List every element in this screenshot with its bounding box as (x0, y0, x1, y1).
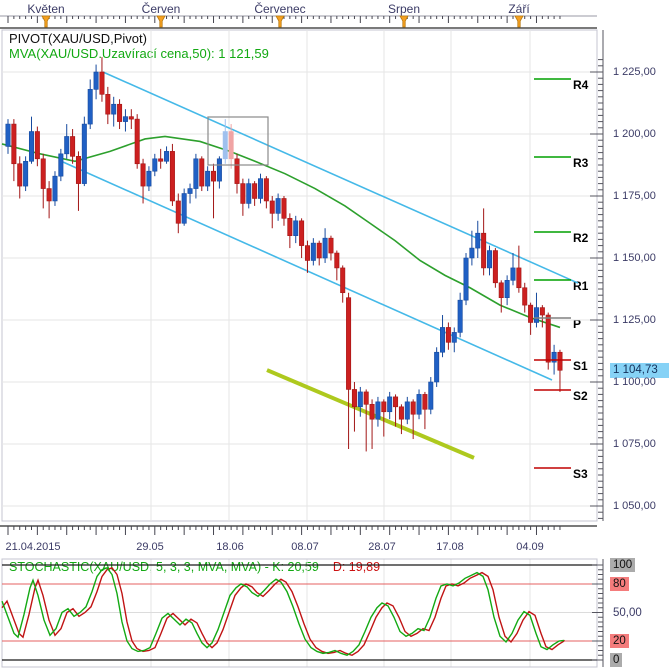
pivot-legend: PIVOT(XAU/USD,Pivot) (9, 31, 147, 46)
pivot-label-s1: S1 (573, 359, 588, 373)
month-label-červenec: Červenec (254, 2, 306, 16)
date-label: 18.06 (216, 541, 244, 553)
date-label: 08.07 (291, 541, 319, 553)
pivot-label-r1: R1 (573, 278, 589, 293)
month-label-srpen: Srpen (387, 2, 421, 16)
pivot-label-s2: S2 (573, 389, 588, 403)
stochastic-k-value: K: 20,59 (272, 560, 319, 574)
stochastic-legend-main: STOCHASTIC(XAU/USD, 5, 3, 3, MVA, MVA) -… (9, 560, 319, 574)
stoch-axis-label-0: 0 (610, 653, 623, 667)
pivot-label-r3: R3 (573, 155, 589, 170)
price-axis-label: 1 225,00 (613, 66, 656, 78)
stoch-axis-label-20: 20 (610, 634, 629, 648)
mva-legend: MVA(XAU/USD.Uzavírací cena,50): 1 121,59 (9, 46, 269, 61)
date-label: 28.07 (368, 541, 396, 553)
price-axis-label: 1 175,00 (613, 190, 656, 202)
stoch-axis-label-50-00: 50,00 (613, 606, 642, 619)
price-axis-label: 1 150,00 (613, 252, 656, 264)
price-axis-label: 1 200,00 (613, 128, 656, 140)
price-axis-label: 1 100,00 (613, 376, 656, 388)
date-label: 17.08 (436, 541, 464, 553)
stoch-axis-label-100: 100 (610, 558, 636, 572)
price-axis-label: 1 075,00 (613, 438, 656, 450)
pivot-label-s3: S3 (573, 467, 588, 481)
price-axis-label: 1 050,00 (613, 500, 656, 512)
price-axis-label: 1 125,00 (613, 314, 656, 326)
stochastic-d-value: D: 19,89 (332, 560, 381, 574)
date-label: 21.04.2015 (5, 541, 61, 553)
stoch-axis-label-80: 80 (610, 577, 629, 591)
pivot-label-p: P (573, 316, 582, 331)
month-label-květen: Květen (27, 2, 65, 16)
month-label-červen: Červen (141, 2, 181, 16)
current-price-tag: 1 104,73 (610, 363, 669, 378)
date-label: 29.05 (136, 541, 164, 553)
pivot-label-r4: R4 (573, 77, 589, 92)
stochastic-legend: STOCHASTIC(XAU/USD, 5, 3, 3, MVA, MVA) -… (9, 560, 380, 574)
date-label: 04.09 (516, 541, 544, 553)
pivot-label-r2: R2 (573, 231, 589, 245)
month-label-září: Září (508, 2, 530, 16)
